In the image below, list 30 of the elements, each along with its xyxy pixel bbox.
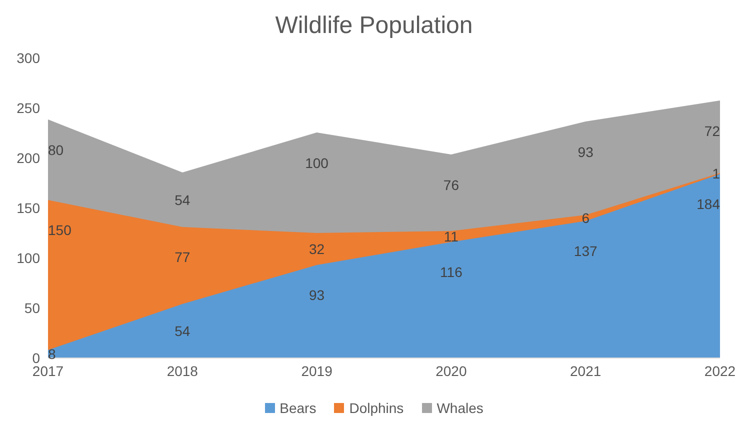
data-label: 93 (309, 287, 325, 303)
data-label: 137 (574, 243, 598, 259)
data-label: 54 (174, 192, 190, 208)
y-tick-label: 200 (16, 150, 40, 166)
x-tick-label: 2018 (166, 362, 198, 379)
data-label: 184 (696, 196, 720, 212)
legend-label: Dolphins (348, 400, 404, 416)
x-tick-label: 2019 (301, 362, 333, 379)
chart-title: Wildlife Population (274, 11, 474, 41)
legend-label: Bears (278, 400, 316, 416)
y-tick-label: 50 (24, 300, 40, 316)
x-tick-label: 2021 (570, 362, 602, 379)
x-tick-label: 2020 (436, 362, 467, 379)
y-tick-label: 300 (16, 50, 40, 66)
data-label: 100 (305, 155, 329, 171)
y-tick-label: 250 (16, 100, 40, 116)
data-label: 54 (174, 323, 190, 339)
x-tick-label: 2022 (704, 362, 736, 379)
data-label: 76 (443, 177, 460, 193)
data-label: 11 (444, 228, 459, 244)
data-label: 150 (48, 222, 72, 238)
y-tick-label: 100 (16, 250, 40, 266)
data-label: 93 (578, 144, 594, 160)
data-label: 116 (440, 264, 463, 280)
legend-label: Whales (436, 400, 484, 416)
data-label: 77 (174, 249, 190, 265)
y-tick-label: 150 (16, 200, 40, 216)
data-label: 32 (309, 241, 325, 257)
data-label: 72 (704, 123, 720, 139)
data-label: 80 (48, 142, 64, 158)
